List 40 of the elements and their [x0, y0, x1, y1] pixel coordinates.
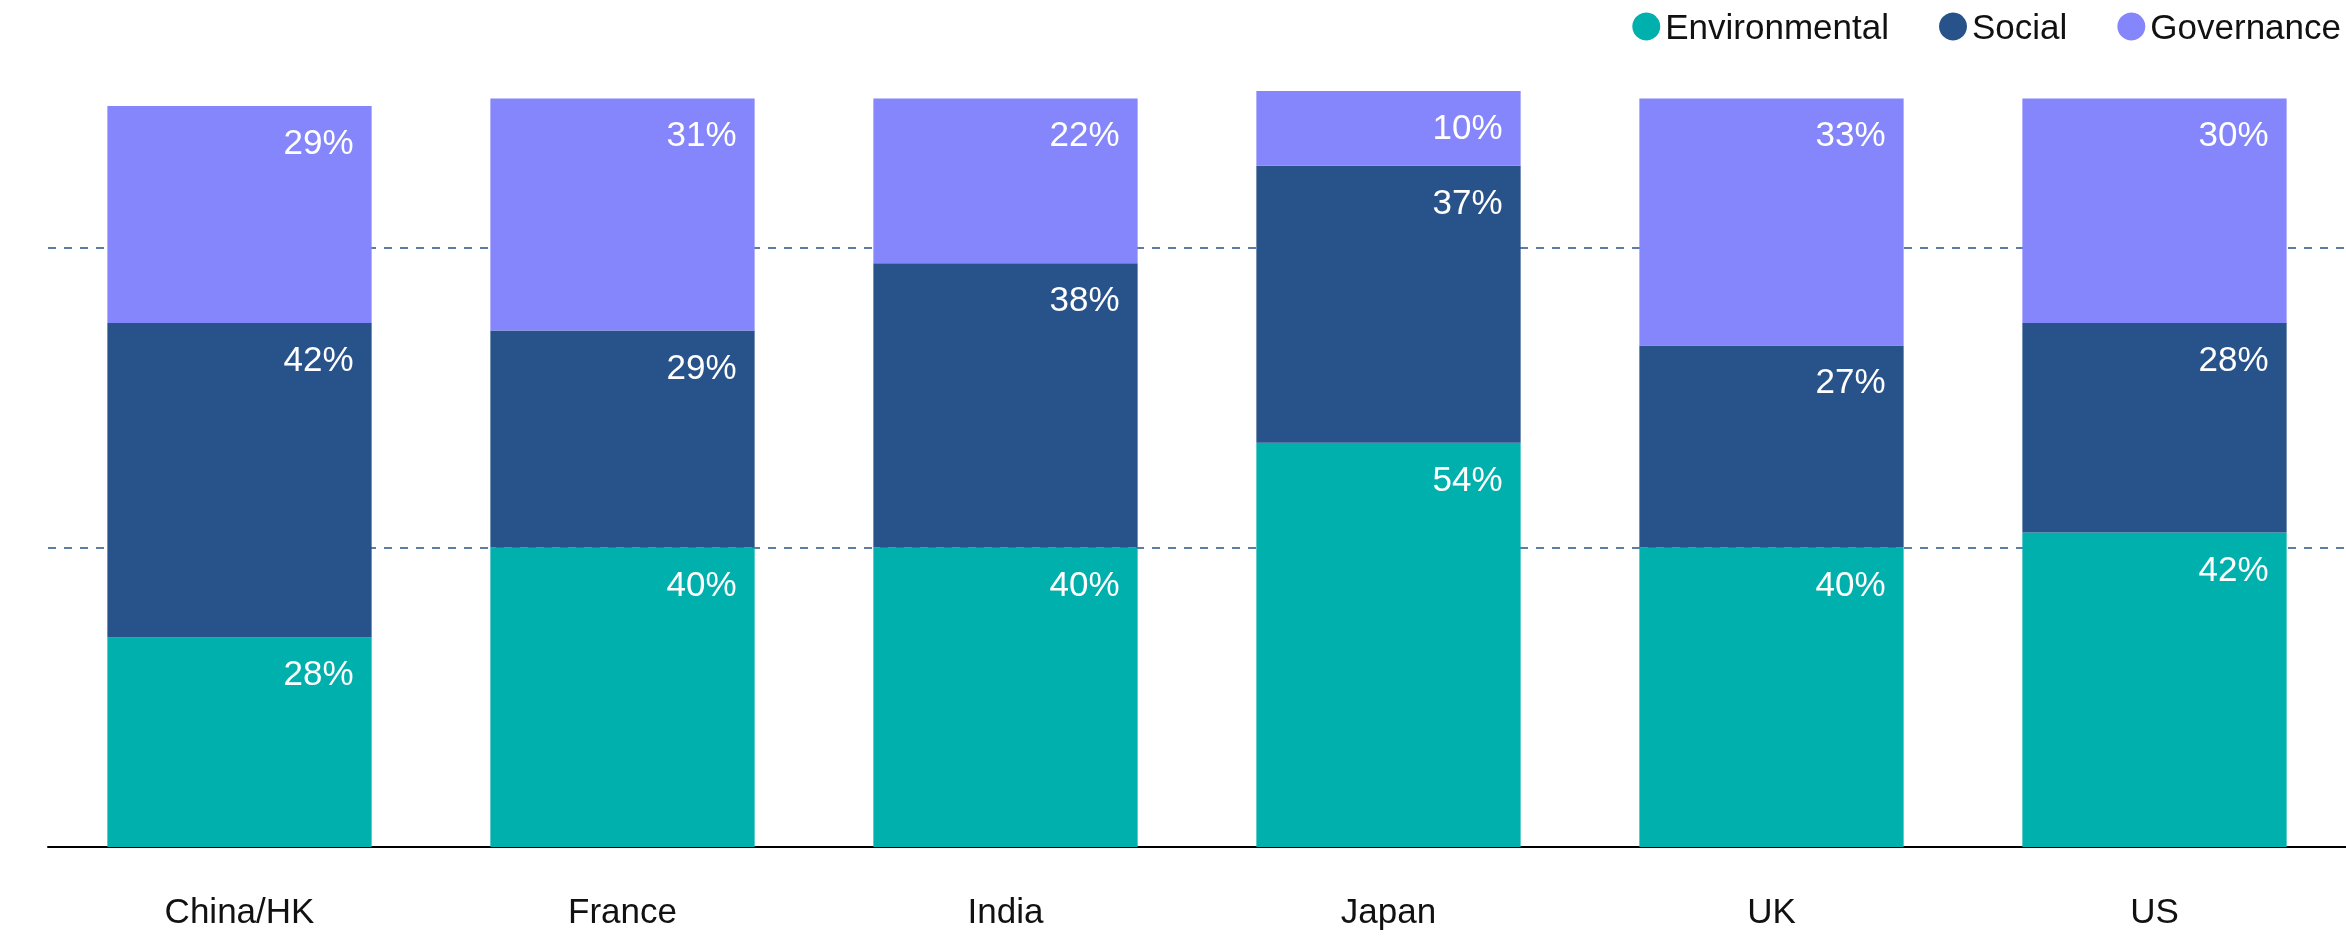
bar: [490, 547, 755, 847]
bar: [1639, 98, 1904, 346]
data-label: 40%: [666, 563, 737, 603]
bar: [873, 98, 1138, 264]
bar: [873, 547, 1138, 847]
data-label: 40%: [1815, 563, 1886, 603]
legend-label: Environmental: [1665, 7, 1890, 46]
data-label: 42%: [2198, 548, 2269, 588]
x-tick-label: UK: [1747, 891, 1796, 930]
data-label: 28%: [283, 653, 354, 693]
x-tick-label: China/HK: [164, 891, 315, 930]
bar: [2022, 98, 2287, 324]
bar: [490, 98, 755, 331]
data-label: 40%: [1049, 563, 1120, 603]
bar: [1256, 442, 1521, 847]
data-label: 30%: [2198, 114, 2269, 154]
data-label: 42%: [283, 339, 354, 379]
bar: [107, 105, 372, 324]
x-tick-label: France: [568, 891, 677, 930]
legend-label: Social: [1972, 7, 2068, 46]
x-tick-label: Japan: [1340, 891, 1437, 930]
bar: [1639, 547, 1904, 847]
data-label: 33%: [1815, 114, 1886, 154]
legend-label: Governance: [2150, 7, 2341, 46]
x-tick-label: India: [967, 891, 1044, 930]
data-label: 31%: [666, 114, 737, 154]
data-label: 54%: [1432, 458, 1503, 498]
bar: [1256, 91, 1521, 166]
data-label: 10%: [1432, 107, 1503, 146]
data-label: 29%: [666, 346, 737, 386]
data-label: 27%: [1815, 361, 1886, 401]
data-label: 28%: [2198, 339, 2269, 379]
x-tick-label: US: [2130, 891, 2179, 930]
bar: [2022, 532, 2287, 847]
data-label: 38%: [1049, 279, 1120, 319]
bar: [2022, 323, 2287, 533]
bar: [107, 637, 372, 847]
data-label: 29%: [283, 121, 354, 161]
data-label: 22%: [1049, 114, 1120, 154]
data-label: 37%: [1432, 181, 1503, 221]
